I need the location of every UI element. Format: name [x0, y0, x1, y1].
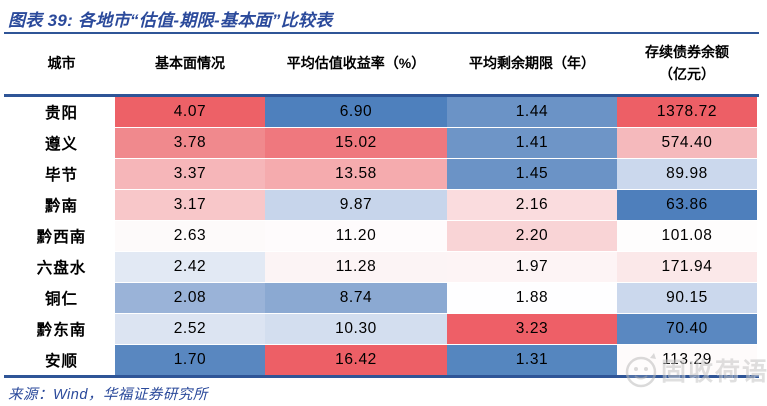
fundamentals-cell: 4.07 [115, 97, 265, 127]
city-cell: 遵义 [8, 128, 115, 158]
fundamentals-cell: 2.52 [115, 314, 265, 344]
balance-cell: 101.08 [617, 221, 757, 251]
term-cell: 2.16 [447, 190, 617, 220]
header-fundamentals: 基本面情况 [155, 55, 225, 72]
city-cell: 黔东南 [8, 314, 115, 344]
balance-cell: 574.40 [617, 128, 757, 158]
header-balance-line1: 存续债券余额 [645, 44, 729, 61]
fundamentals-cell: 1.70 [115, 345, 265, 375]
header-avg-remaining-term: 平均剩余期限（年） [469, 55, 595, 72]
yield-cell: 6.90 [265, 97, 447, 127]
yield-cell: 16.42 [265, 345, 447, 375]
yield-cell: 8.74 [265, 283, 447, 313]
table-header-row: 城市 基本面情况 平均估值收益率（%） 平均剩余期限（年） 存续债券余额 （亿元… [8, 36, 757, 92]
term-cell: 3.23 [447, 314, 617, 344]
fundamentals-cell: 2.42 [115, 252, 265, 282]
fundamentals-cell: 3.17 [115, 190, 265, 220]
balance-cell: 171.94 [617, 252, 757, 282]
header-outstanding-bond-balance: 存续债券余额 （亿元） [617, 42, 757, 85]
balance-cell: 70.40 [617, 314, 757, 344]
header-separator-rule [4, 94, 759, 97]
yield-cell: 13.58 [265, 159, 447, 189]
yield-cell: 11.28 [265, 252, 447, 282]
balance-cell: 63.86 [617, 190, 757, 220]
term-cell: 1.45 [447, 159, 617, 189]
fundamentals-cell: 2.63 [115, 221, 265, 251]
fundamentals-cell: 3.37 [115, 159, 265, 189]
city-cell: 铜仁 [8, 283, 115, 313]
balance-cell: 1378.72 [617, 97, 757, 127]
heatmap-table-body: 贵阳 4.07 6.90 1.44 1378.72 遵义 3.78 15.02 … [8, 97, 757, 375]
balance-cell: 89.98 [617, 159, 757, 189]
header-balance-line2: （亿元） [659, 66, 715, 82]
bottom-rule [4, 375, 759, 378]
yield-cell: 11.20 [265, 221, 447, 251]
city-cell: 安顺 [8, 345, 115, 375]
term-cell: 1.31 [447, 345, 617, 375]
top-rule [4, 32, 759, 34]
term-cell: 1.97 [447, 252, 617, 282]
city-cell: 黔西南 [8, 221, 115, 251]
header-city: 城市 [47, 55, 76, 72]
balance-cell: 113.29 [617, 345, 757, 375]
header-avg-valuation-yield: 平均估值收益率（%） [286, 55, 426, 72]
term-cell: 1.41 [447, 128, 617, 158]
city-cell: 毕节 [8, 159, 115, 189]
city-cell: 贵阳 [8, 97, 115, 127]
fundamentals-cell: 3.78 [115, 128, 265, 158]
fundamentals-cell: 2.08 [115, 283, 265, 313]
source-note: 来源：Wind，华福证券研究所 [8, 387, 208, 403]
city-cell: 黔南 [8, 190, 115, 220]
yield-cell: 15.02 [265, 128, 447, 158]
balance-cell: 90.15 [617, 283, 757, 313]
yield-cell: 9.87 [265, 190, 447, 220]
yield-cell: 10.30 [265, 314, 447, 344]
figure-title: 图表 39: 各地市“估值-期限-基本面”比较表 [8, 11, 333, 30]
term-cell: 1.44 [447, 97, 617, 127]
city-cell: 六盘水 [8, 252, 115, 282]
term-cell: 2.20 [447, 221, 617, 251]
term-cell: 1.88 [447, 283, 617, 313]
